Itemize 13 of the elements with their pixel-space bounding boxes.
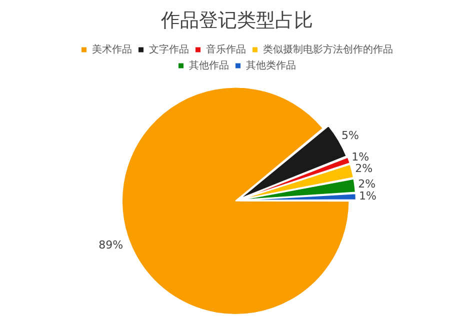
legend-label: 其他作品 xyxy=(189,59,229,72)
legend-label: 音乐作品 xyxy=(206,43,246,56)
data-label: 89% xyxy=(98,238,124,252)
legend-label: 美术作品 xyxy=(92,43,132,56)
legend-label: 其他类作品 xyxy=(246,59,296,72)
chart-title: 作品登记类型占比 xyxy=(160,9,313,32)
data-label: 5% xyxy=(342,129,359,142)
data-label: 1% xyxy=(352,150,370,164)
legend-label: 文字作品 xyxy=(149,43,189,56)
data-label: 2% xyxy=(358,177,376,190)
data-label: 1% xyxy=(359,189,376,202)
data-label: 2% xyxy=(355,162,373,175)
legend-label: 类似摄制电影方法创作的作品 xyxy=(263,43,393,56)
